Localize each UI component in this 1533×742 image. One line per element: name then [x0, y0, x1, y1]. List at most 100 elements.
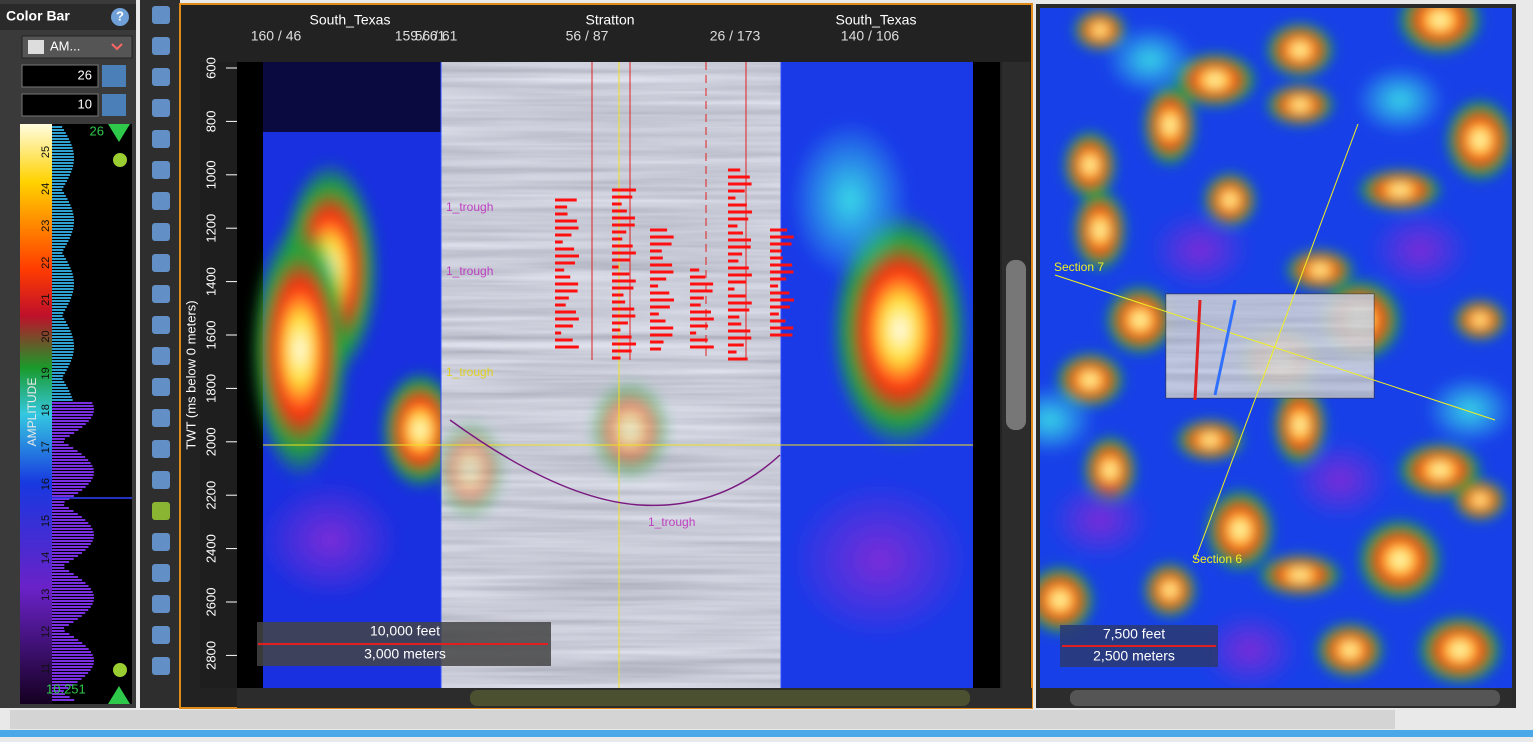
histogram-bar — [52, 669, 91, 671]
histogram-bar — [52, 696, 70, 698]
tool-button[interactable] — [152, 68, 170, 86]
histogram-bar — [52, 651, 91, 653]
histogram-bar — [52, 234, 72, 236]
tool-button[interactable] — [152, 254, 170, 272]
histogram-bar — [52, 585, 89, 587]
map-anomaly — [1174, 418, 1246, 462]
tool-button[interactable] — [152, 347, 170, 365]
y-tick-label: 2800 — [203, 641, 218, 670]
max-reset-button[interactable] — [102, 65, 126, 87]
color-bar-tick: 19 — [40, 367, 52, 379]
histogram-bar — [52, 675, 86, 677]
help-button[interactable] — [111, 8, 129, 26]
histogram-bar — [52, 591, 93, 593]
min-reset-button[interactable] — [102, 94, 126, 116]
y-axis-label: TWT (ms below 0 meters) — [183, 300, 198, 449]
histogram-bar — [52, 435, 70, 437]
well-id: 26 / 173 — [710, 28, 761, 44]
histogram-bar — [52, 627, 65, 629]
tool-button[interactable] — [152, 409, 170, 427]
histogram-bar — [52, 138, 69, 140]
histogram-bar — [52, 612, 86, 614]
section-label: Section 7 — [1054, 260, 1104, 274]
min-input[interactable] — [21, 93, 99, 117]
histogram-bar — [52, 327, 70, 329]
histogram-bar — [52, 474, 94, 476]
tool-button[interactable] — [152, 316, 170, 334]
well-id: 56 / 87 — [566, 28, 609, 44]
histogram-bar — [52, 405, 94, 407]
histogram-bar — [52, 555, 79, 557]
color-bar-tick: 25 — [40, 146, 52, 158]
tool-button[interactable] — [152, 564, 170, 582]
tool-button[interactable] — [152, 378, 170, 396]
histogram-bar — [52, 657, 94, 659]
min-value: 10 — [78, 96, 92, 111]
histogram-bar — [52, 231, 73, 233]
histogram-bar — [52, 399, 73, 401]
histogram-bar — [52, 219, 74, 221]
zoom-in-button[interactable] — [113, 663, 127, 677]
tool-button[interactable] — [152, 471, 170, 489]
histogram-bar — [52, 663, 94, 665]
histogram-bar — [52, 243, 67, 245]
tool-button[interactable] — [152, 657, 170, 675]
well-id: 56 / 61 — [415, 28, 458, 44]
well-id: 160 / 46 — [251, 28, 302, 44]
histogram-bar — [52, 315, 63, 317]
tool-button[interactable] — [152, 626, 170, 644]
horizon-label: 1_trough — [648, 515, 695, 529]
scroll-thumb[interactable] — [1006, 260, 1026, 430]
histogram-bar — [52, 213, 74, 215]
tool-button[interactable] — [152, 161, 170, 179]
histogram-bar — [52, 330, 71, 332]
tool-button[interactable] — [152, 595, 170, 613]
well-id: 140 / 106 — [841, 28, 900, 44]
tool-button[interactable] — [152, 99, 170, 117]
tool-button[interactable] — [152, 130, 170, 148]
histogram-bar — [52, 648, 89, 650]
max-input[interactable] — [21, 64, 99, 88]
tool-button[interactable] — [152, 440, 170, 458]
histogram-bar — [52, 222, 74, 224]
histogram-bar — [52, 282, 74, 284]
tool-button[interactable] — [152, 6, 170, 24]
min-slider[interactable] — [108, 686, 130, 704]
histogram-bar — [52, 318, 65, 320]
tool-button[interactable] — [152, 37, 170, 55]
attribute-dropdown[interactable] — [21, 35, 133, 59]
histogram-bar — [52, 441, 64, 443]
histogram-bar — [52, 291, 73, 293]
histogram-bar — [52, 312, 64, 314]
histogram-bar — [52, 693, 65, 695]
histogram-bar — [52, 171, 72, 173]
tool-button[interactable] — [152, 533, 170, 551]
histogram-bar — [52, 144, 72, 146]
scroll-thumb[interactable] — [470, 690, 970, 706]
histogram-bar — [52, 477, 93, 479]
histogram-bar — [52, 450, 78, 452]
histogram-bar — [52, 516, 82, 518]
window-scrollbar[interactable] — [10, 710, 1395, 729]
histogram-bar — [52, 207, 72, 209]
max-slider[interactable] — [108, 124, 130, 142]
color-bar-tick: 24 — [40, 183, 52, 195]
horizon-label: 1_trough — [446, 264, 493, 278]
histogram-bar — [52, 570, 70, 572]
scroll-thumb[interactable] — [1070, 690, 1500, 706]
tool-button[interactable] — [152, 192, 170, 210]
histogram-bar — [52, 186, 64, 188]
histogram-bar — [52, 189, 63, 191]
histogram-bar — [52, 417, 92, 419]
color-bar-tick: 16 — [40, 478, 52, 490]
histogram-bar — [52, 306, 67, 308]
histogram-bar — [52, 324, 68, 326]
zoom-in-button[interactable] — [113, 153, 127, 167]
color-bar-title: Color Bar — [6, 8, 70, 24]
histogram-bar — [52, 522, 89, 524]
tool-button[interactable] — [152, 223, 170, 241]
histogram-bar — [52, 636, 74, 638]
tool-button[interactable] — [152, 285, 170, 303]
histogram-bar — [52, 483, 89, 485]
tool-button[interactable] — [152, 502, 170, 520]
